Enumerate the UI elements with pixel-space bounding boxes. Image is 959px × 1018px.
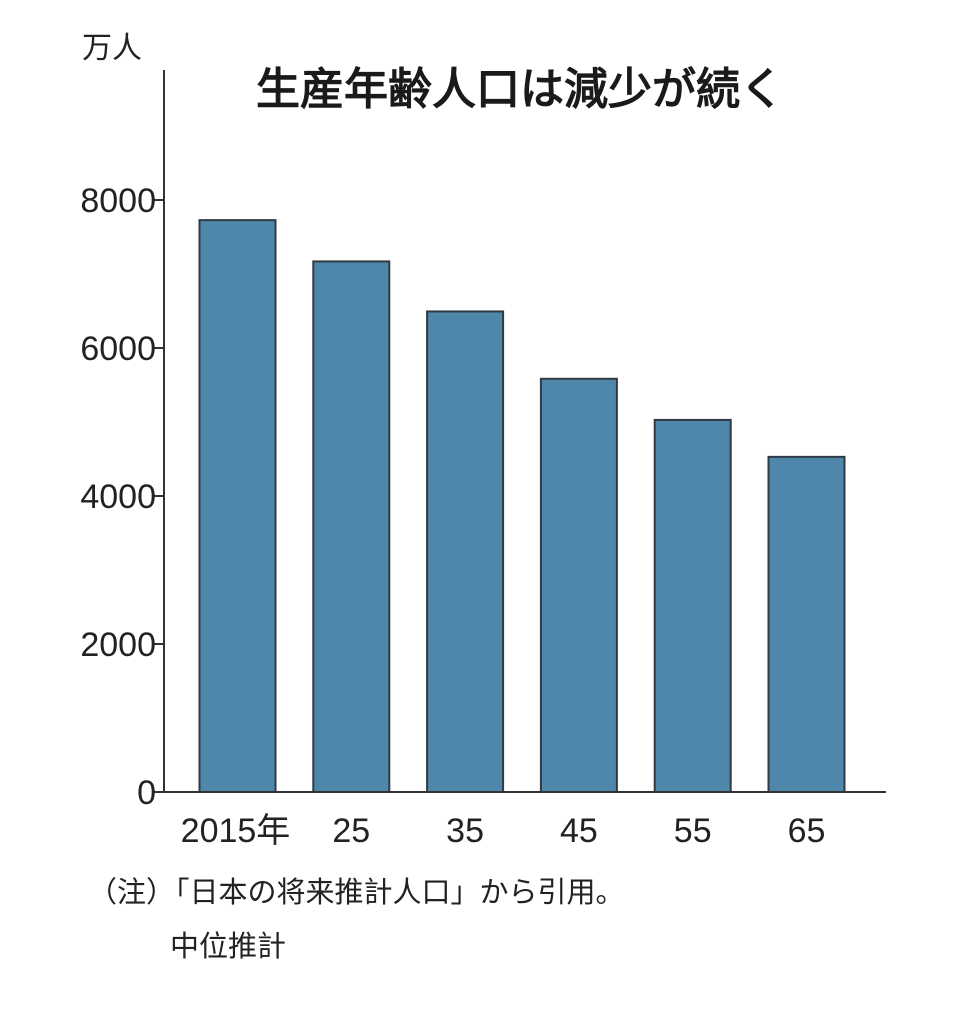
y-tick-label: 6000 <box>80 330 156 368</box>
bars <box>198 219 846 794</box>
y-tick-label: 2000 <box>80 626 156 664</box>
chart-title: 生産年齢人口は減少が続く <box>256 64 784 115</box>
y-tick-label: 0 <box>137 774 156 812</box>
x-tick-label: 35 <box>446 812 484 850</box>
x-axis-ticks: 2015年 25 35 45 55 65 <box>181 812 826 850</box>
x-tick-label: 45 <box>560 812 598 850</box>
y-axis-unit: 万人 <box>82 31 142 66</box>
note-line-1: （注）「日本の将来推計人口」から引用。 <box>88 875 625 909</box>
y-tick-label: 8000 <box>80 182 156 220</box>
bar <box>539 377 618 793</box>
y-tick-label: 4000 <box>80 478 156 516</box>
bar <box>198 219 277 794</box>
bar <box>767 455 846 793</box>
x-tick-label: 55 <box>674 812 712 850</box>
bar <box>653 418 732 793</box>
bar <box>312 260 391 794</box>
x-tick-label: 65 <box>788 812 826 850</box>
x-tick-label: 25 <box>332 812 370 850</box>
y-axis-ticks: 0 2000 4000 6000 8000 <box>80 182 164 812</box>
bar <box>426 310 505 793</box>
note-line-2: 中位推計 <box>170 929 286 963</box>
x-tick-label: 2015年 <box>181 812 291 850</box>
